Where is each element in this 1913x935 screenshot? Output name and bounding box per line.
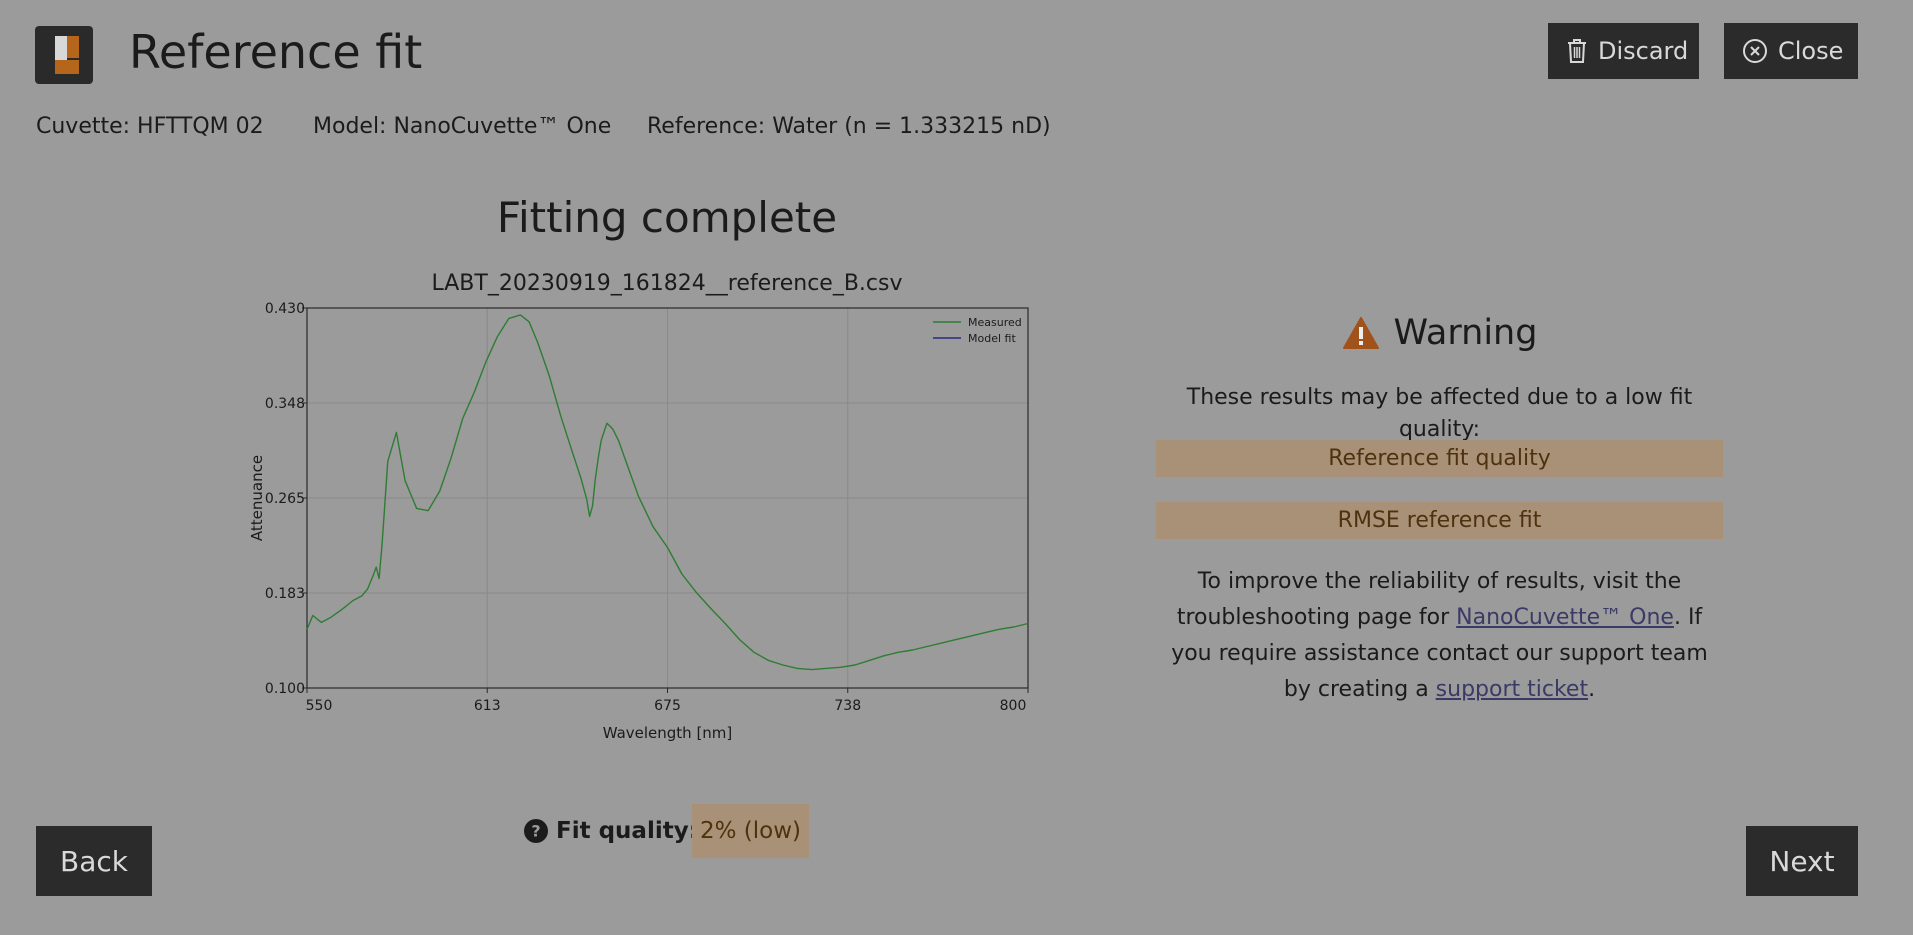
model-info: Model: NanoCuvette™ One (313, 114, 612, 139)
trash-icon (1568, 39, 1586, 63)
app-logo-icon (55, 36, 79, 74)
chart-legend: Measured Model fit (933, 316, 1022, 345)
troubleshooting-link[interactable]: NanoCuvette™ One (1456, 605, 1674, 630)
fit-quality-label-text: Fit quality: (556, 818, 698, 844)
chart-ticks: 550 613 675 738 800 0.100 0.183 0.265 0.348 0.430 (265, 301, 1029, 714)
y-tick-label: 0.348 (265, 396, 305, 412)
help-circle-icon[interactable]: ? (524, 819, 548, 843)
advice-text: To improve the reliability of results, v… (1156, 564, 1723, 708)
cuvette-info: Cuvette: HFTTQM 02 (36, 114, 264, 139)
legend-label: Model fit (968, 332, 1016, 345)
y-axis-label: Attenuance (248, 455, 266, 541)
warning-title: Warning (1156, 310, 1723, 356)
back-button[interactable]: Back (36, 826, 152, 896)
support-ticket-link[interactable]: support ticket (1435, 677, 1589, 702)
discard-button[interactable]: Discard (1548, 23, 1699, 79)
issue-badge: RMSE reference fit (1156, 502, 1723, 539)
x-tick-label: 800 (1000, 698, 1027, 714)
x-tick-label: 738 (834, 698, 861, 714)
fit-quality-label: ? Fit quality: (524, 815, 698, 847)
y-tick-label: 0.183 (265, 586, 305, 602)
warning-triangle-icon (1342, 317, 1379, 349)
advice-text-1: To improve the reliability of results, v… (1176, 569, 1682, 630)
x-axis-label: Wavelength [nm] (603, 724, 733, 742)
close-circle-icon (1743, 39, 1767, 63)
fitting-heading: Fitting complete (496, 193, 838, 242)
close-button[interactable]: Close (1724, 23, 1858, 79)
legend-label: Measured (968, 316, 1022, 329)
x-tick-label: 613 (474, 698, 501, 714)
discard-label: Discard (1598, 37, 1689, 65)
advice-text-2: . If you require assistance contact our … (1171, 605, 1708, 702)
chart-series (306, 314, 1029, 671)
x-tick-label: 675 (654, 698, 681, 714)
next-button[interactable]: Next (1746, 826, 1858, 896)
fit-quality-value: 2% (low) (692, 804, 809, 858)
page-title: Reference fit (129, 25, 423, 79)
svg-text:?: ? (531, 822, 540, 841)
series-line-measured (306, 314, 1029, 671)
warning-message: These results may be affected due to a l… (1186, 385, 1693, 442)
spectrum-chart: 550 613 675 738 800 0.100 0.183 0.265 0.348 0.430… (248, 301, 1029, 742)
close-label: Close (1778, 37, 1844, 65)
y-tick-label: 0.100 (265, 681, 305, 697)
chart-title: LABT_20230919_161824__reference_B.csv (431, 271, 903, 296)
app-logo (35, 26, 93, 84)
advice-text-3: . (1588, 677, 1596, 702)
warning-title-text: Warning (1393, 313, 1538, 353)
x-tick-label: 550 (306, 698, 333, 714)
reference-info: Reference: Water (n = 1.333215 nD) (647, 114, 1051, 139)
y-tick-label: 0.265 (265, 491, 305, 507)
issue-badge: Reference fit quality (1156, 440, 1723, 477)
chart-grid (306, 307, 1029, 689)
y-tick-label: 0.430 (265, 301, 305, 317)
